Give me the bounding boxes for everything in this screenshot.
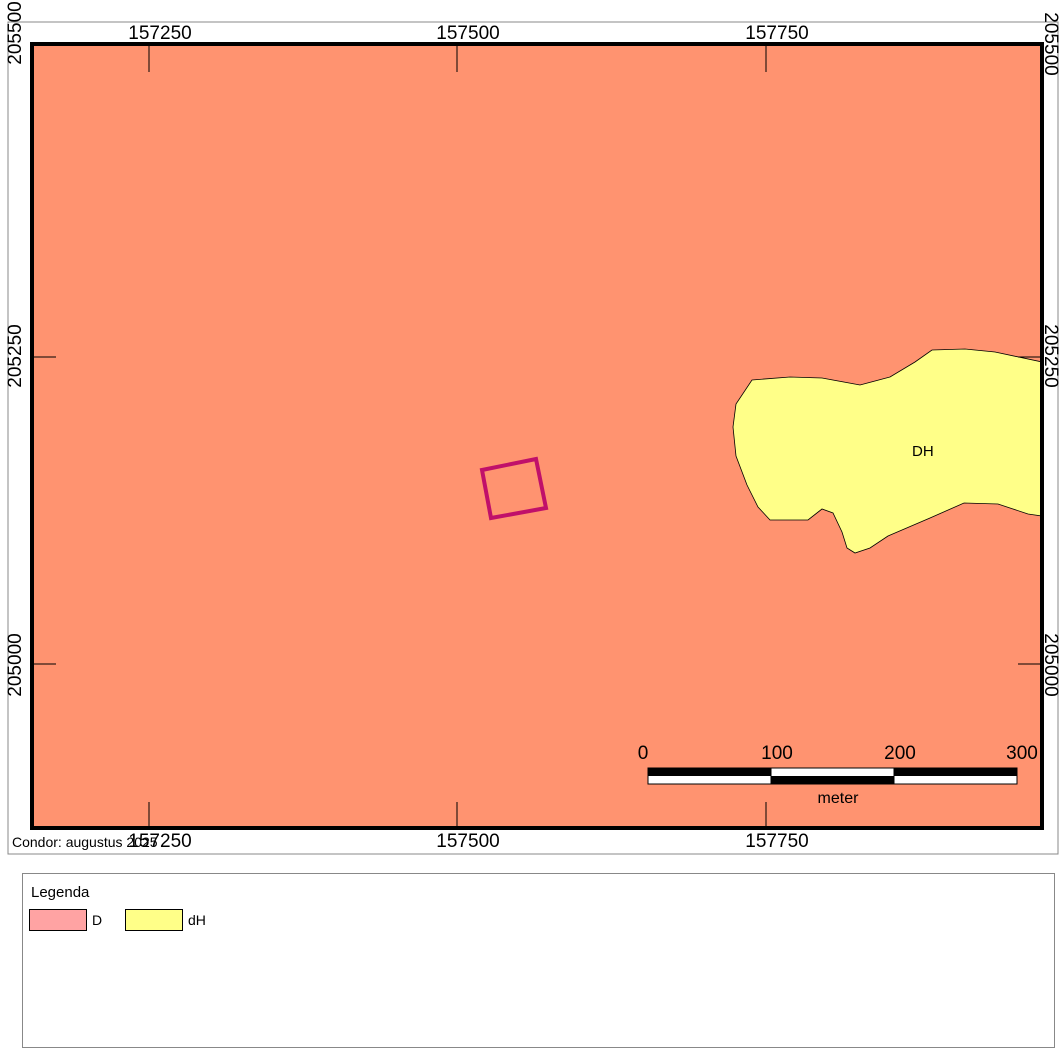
parcel-outline[interactable] bbox=[479, 456, 549, 521]
legend-panel: Legenda D dH bbox=[22, 873, 1055, 1048]
x-tick-bottom: 157750 bbox=[745, 831, 809, 852]
x-tick-top: 157750 bbox=[745, 23, 809, 44]
map-credit: Condor: augustus 2025 bbox=[12, 834, 158, 850]
scale-label: 0 bbox=[637, 743, 649, 764]
y-tick-left: 205500 bbox=[5, 1, 26, 65]
map-border bbox=[30, 42, 1044, 830]
legend-item-dH: dH bbox=[125, 908, 206, 932]
legend-swatch bbox=[125, 909, 183, 931]
polygon-label: DH bbox=[912, 443, 934, 460]
legend-item-D: D bbox=[29, 908, 102, 932]
outer-frame bbox=[7, 21, 1059, 855]
legend-swatch bbox=[29, 909, 87, 931]
scale-label: 100 bbox=[761, 743, 793, 764]
legend-label: dH bbox=[188, 912, 206, 928]
scale-bar bbox=[647, 767, 1018, 785]
grid-ticks bbox=[32, 44, 1042, 828]
soil-area-DH bbox=[732, 348, 1043, 554]
y-tick-left: 205250 bbox=[5, 324, 26, 388]
y-tick-right: 205250 bbox=[1040, 324, 1059, 388]
y-tick-left: 205000 bbox=[5, 633, 26, 697]
legend-label: D bbox=[92, 912, 103, 928]
scale-label: 300 bbox=[1006, 743, 1038, 764]
x-tick-top: 157500 bbox=[436, 23, 500, 44]
x-tick-bottom: 157500 bbox=[436, 831, 500, 852]
x-tick-bottom: 157250 bbox=[128, 831, 192, 852]
y-tick-right: 205500 bbox=[1040, 12, 1059, 76]
x-tick-top: 157250 bbox=[128, 23, 192, 44]
map-canvas[interactable] bbox=[0, 0, 1059, 860]
legend-title: Legenda bbox=[31, 884, 90, 901]
y-tick-right: 205000 bbox=[1040, 633, 1059, 697]
scale-unit: meter bbox=[817, 790, 859, 807]
scale-label: 200 bbox=[884, 743, 916, 764]
